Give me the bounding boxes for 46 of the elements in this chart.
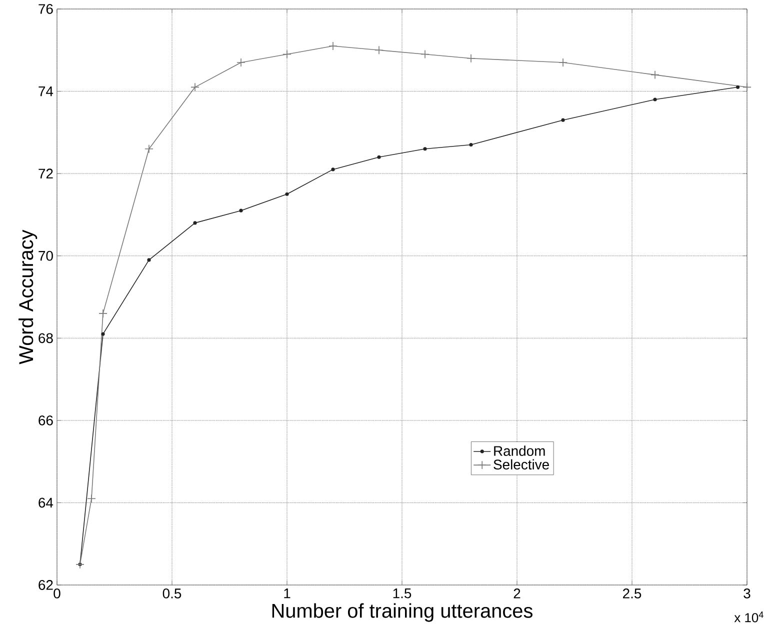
y-tick-label: 74 <box>38 86 54 96</box>
point <box>236 58 246 67</box>
point <box>331 168 335 172</box>
x-axis-title: Number of training utterances <box>272 603 532 622</box>
point <box>101 332 105 336</box>
point <box>420 50 430 59</box>
y-tick-label: 62 <box>38 580 53 590</box>
point <box>282 50 292 59</box>
legend-label: Selective <box>494 459 549 470</box>
point <box>144 144 154 154</box>
point <box>98 309 108 318</box>
text: x 10$^{4}$ <box>734 612 764 622</box>
point <box>374 46 384 55</box>
point <box>469 142 473 147</box>
y-tick-label: 64 <box>38 498 54 508</box>
point <box>558 58 568 67</box>
point <box>466 54 476 63</box>
point <box>285 192 289 196</box>
point <box>736 85 740 89</box>
y-axis-title: Word Accuracy <box>18 230 38 364</box>
point <box>239 208 243 212</box>
y-tick-label: 66 <box>38 415 53 426</box>
point <box>328 42 338 50</box>
point <box>190 82 200 92</box>
x-tick-label: 0.5 <box>162 588 182 598</box>
point <box>653 98 657 102</box>
point <box>147 258 151 262</box>
point <box>377 155 381 159</box>
x-tick-label: 0 <box>54 588 60 598</box>
y-tick-label: 76 <box>38 4 53 14</box>
y-tick-label: 70 <box>38 250 53 261</box>
x-tick-label: 3 <box>744 588 750 598</box>
y-tick-label: 68 <box>38 333 53 344</box>
legend-label: Random <box>494 446 545 456</box>
point <box>87 494 96 503</box>
x-tick-label: 1 <box>284 588 290 598</box>
point <box>742 82 752 92</box>
point <box>76 560 84 569</box>
y-tick-label: 72 <box>38 168 53 178</box>
point <box>423 147 427 151</box>
point <box>650 70 660 80</box>
point <box>561 118 565 122</box>
x-tick-label: 2.5 <box>623 588 642 598</box>
point <box>193 221 197 225</box>
x-tick-label: 2 <box>514 588 520 598</box>
x-tick-label: 1.5 <box>393 588 412 598</box>
